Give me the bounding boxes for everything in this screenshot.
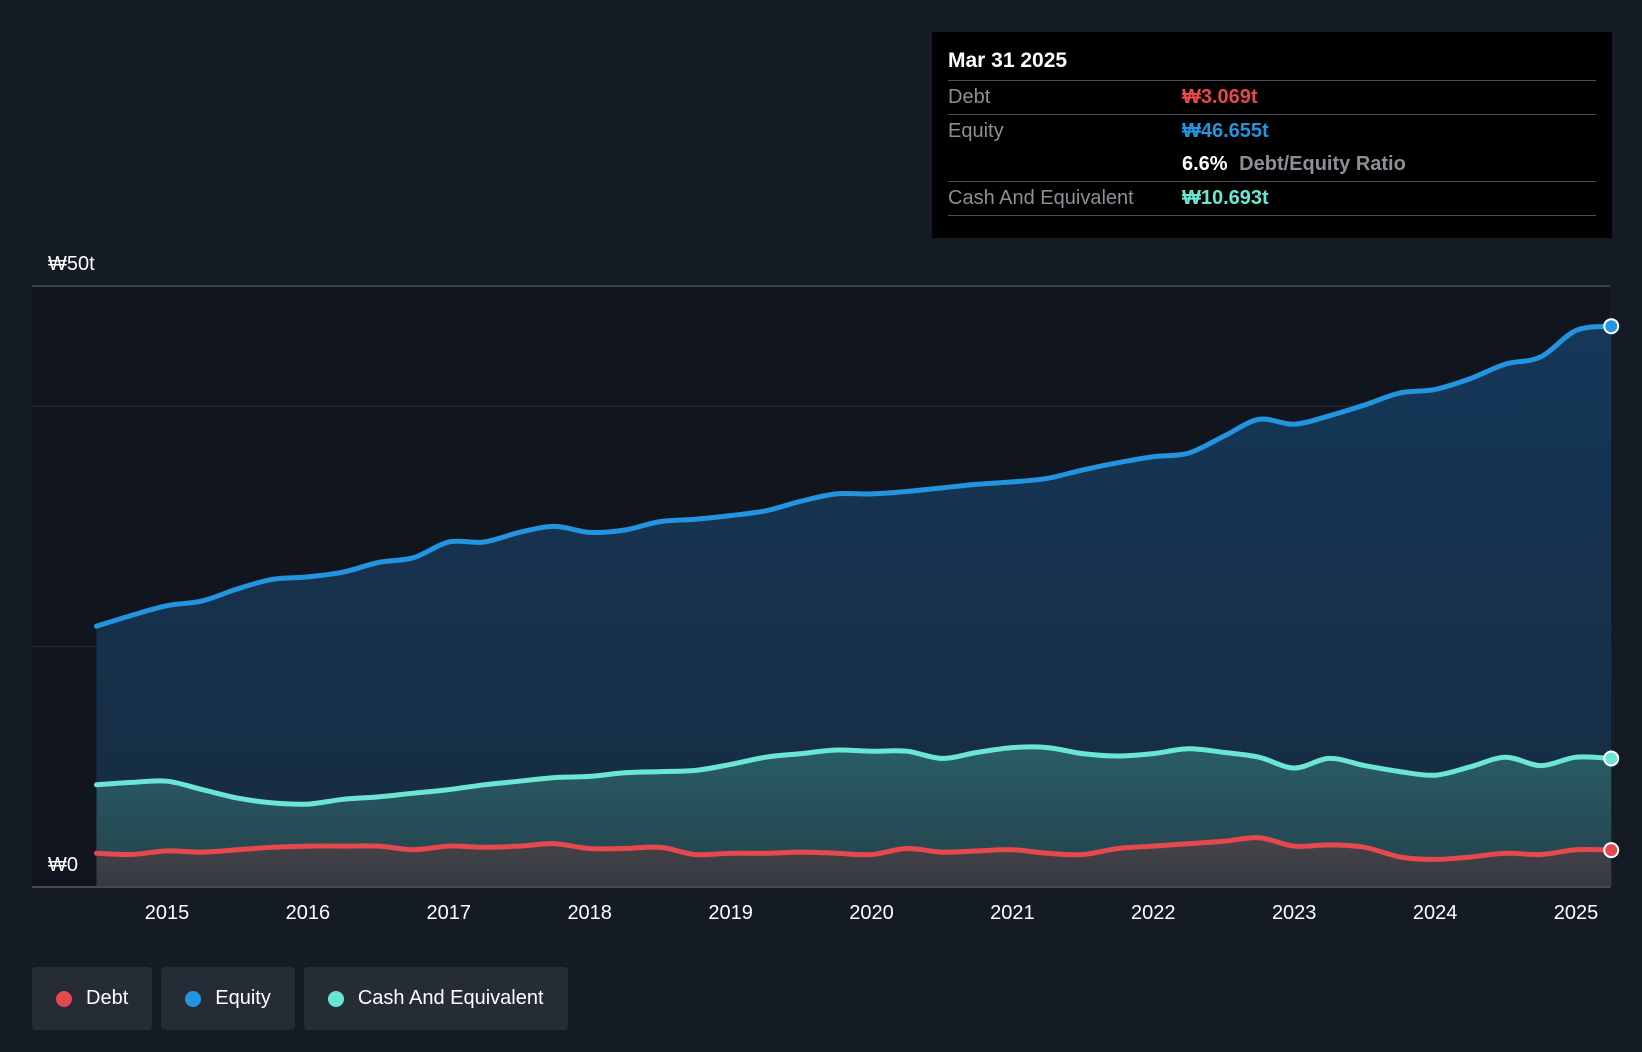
x-tick-label: 2016 xyxy=(286,902,331,924)
tooltip-debt-value: ₩3.069t xyxy=(1182,86,1258,108)
tooltip-debt-label: Debt xyxy=(948,86,991,108)
tooltip-date: Mar 31 2025 xyxy=(948,46,1596,81)
series-lines xyxy=(94,323,1614,862)
y-tick-label: ₩50t xyxy=(48,253,95,275)
endpoint-cash-and-equivalent[interactable] xyxy=(1603,750,1620,767)
x-tick-label: 2024 xyxy=(1413,902,1458,924)
tooltip-row-ratio: 6.6% Debt/Equity Ratio xyxy=(948,148,1596,182)
line-equity xyxy=(94,323,1614,629)
tooltip-ratio-value: 6.6% xyxy=(1182,153,1228,175)
x-tick-label: 2021 xyxy=(990,902,1035,924)
legend-label: Equity xyxy=(215,987,271,1009)
tooltip-equity-value: ₩46.655t xyxy=(1182,120,1269,142)
x-tick-label: 2015 xyxy=(145,902,190,924)
tooltip-cash-value: ₩10.693t xyxy=(1182,187,1269,209)
axes: ₩50t ₩0 2015 2016 2017 2018 2019 2020 2021 2022 20… xyxy=(32,253,1610,924)
series-endpoints xyxy=(1603,318,1620,859)
x-tick-label: 2022 xyxy=(1131,902,1176,924)
endpoint-debt[interactable] xyxy=(1603,842,1620,859)
tooltip-row-cash: Cash And Equivalent ₩10.693t xyxy=(948,182,1596,216)
tooltip-cash-label: Cash And Equivalent xyxy=(948,187,1134,209)
line-debt xyxy=(94,835,1614,862)
x-tick-label: 2025 xyxy=(1554,902,1599,924)
series-areas xyxy=(96,326,1612,887)
tooltip-row-equity: Equity ₩46.655t xyxy=(948,115,1596,148)
legend-dot-icon xyxy=(56,990,72,1007)
x-tick-label: 2017 xyxy=(427,902,472,924)
area-equity xyxy=(96,326,1612,887)
data-tooltip: Mar 31 2025 Debt ₩3.069t Equity ₩46.655t… xyxy=(932,32,1612,238)
endpoint-equity[interactable] xyxy=(1603,318,1620,335)
area-debt xyxy=(96,837,1612,887)
tooltip-row-debt: Debt ₩3.069t xyxy=(948,81,1596,115)
legend-dot-icon xyxy=(185,990,202,1007)
x-tick-label: 2018 xyxy=(567,902,612,924)
legend-item-debt[interactable]: Debt xyxy=(32,967,153,1030)
legend-item-equity[interactable]: Equity xyxy=(161,967,295,1030)
y-tick-label: ₩0 xyxy=(48,854,78,876)
legend-item-cash[interactable]: Cash And Equivalent xyxy=(303,967,568,1030)
x-tick-label: 2020 xyxy=(849,902,894,924)
x-tick-label: 2023 xyxy=(1272,902,1317,924)
legend-label: Debt xyxy=(86,987,129,1009)
legend-dot-icon xyxy=(327,990,344,1007)
line-cash-and-equivalent xyxy=(94,744,1614,807)
x-tick-label: 2019 xyxy=(708,902,753,924)
tooltip-equity-label: Equity xyxy=(948,120,1004,142)
legend-label: Cash And Equivalent xyxy=(357,987,544,1009)
tooltip-ratio-label: Debt/Equity Ratio xyxy=(1239,153,1406,175)
chart-legend: Debt Equity Cash And Equivalent xyxy=(32,967,568,1030)
